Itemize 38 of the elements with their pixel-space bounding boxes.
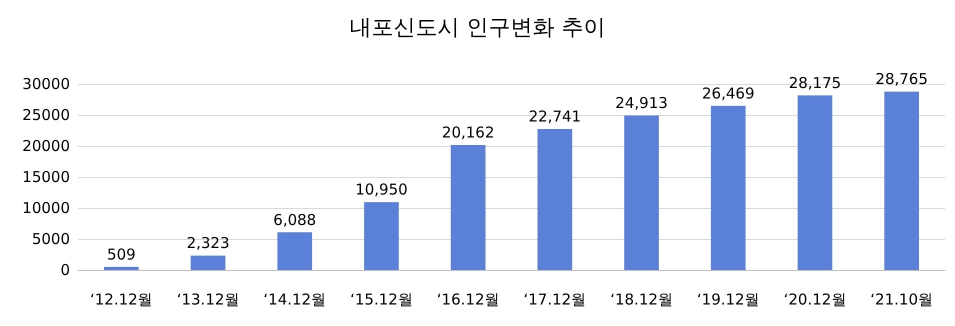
data-label: 20,162 <box>442 123 494 142</box>
bar <box>710 106 746 270</box>
x-tick-label: ‘16.12월 <box>436 290 500 308</box>
y-tick-label: 20000 <box>22 137 70 155</box>
data-label: 24,913 <box>615 94 668 112</box>
y-tick-label: 15000 <box>22 168 70 186</box>
x-tick-label: ‘21.10월 <box>870 290 934 308</box>
bar <box>104 266 139 270</box>
x-tick-label: ‘15.12월 <box>350 290 413 308</box>
data-label: 2,323 <box>186 234 230 252</box>
x-tick-label: ‘17.12월 <box>523 290 586 308</box>
data-label: 509 <box>107 245 136 264</box>
y-tick-label: 10000 <box>22 199 70 217</box>
bar <box>624 116 659 270</box>
bar <box>364 202 399 270</box>
data-label: 6,088 <box>273 210 316 229</box>
y-tick-label: 5000 <box>32 230 70 248</box>
bar <box>884 92 919 270</box>
x-tick-label: ‘14.12월 <box>263 290 326 308</box>
data-label: 10,950 <box>355 180 408 199</box>
x-tick-label: ‘12.12월 <box>90 290 153 308</box>
y-tick-label: 25000 <box>22 106 70 124</box>
x-tick-label: ‘20.12월 <box>784 290 846 308</box>
bar <box>798 95 832 270</box>
data-label: 22,741 <box>528 108 582 126</box>
bar <box>538 129 572 270</box>
x-tick-label: ‘13.12월 <box>176 290 240 308</box>
data-label: 28,175 <box>788 74 842 92</box>
x-tick-label: ‘18.12월 <box>610 290 673 308</box>
y-tick-label: 30000 <box>22 75 70 93</box>
bar <box>190 256 226 270</box>
chart-title: 내포신도시 인구변화 추이 <box>350 16 606 40</box>
bar <box>450 144 486 270</box>
bar <box>277 232 312 270</box>
y-tick-label: 0 <box>60 261 70 279</box>
data-label: 26,469 <box>702 84 754 102</box>
data-label: 28,765 <box>875 70 928 88</box>
x-tick-label: ‘19.12월 <box>696 290 760 308</box>
